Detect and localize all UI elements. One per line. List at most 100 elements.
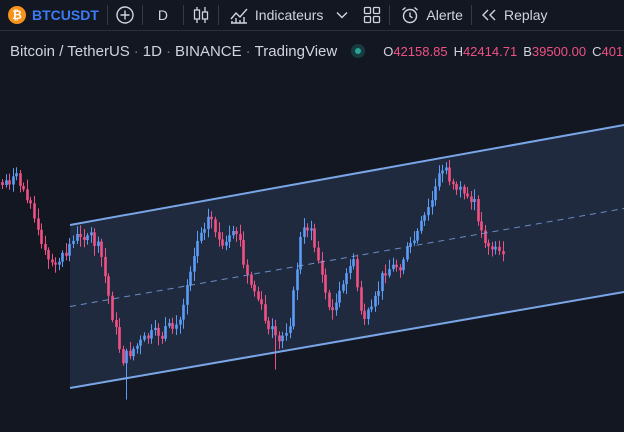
candle-body	[285, 333, 288, 336]
open-value: 42158.85	[393, 43, 448, 59]
candle-body	[122, 349, 125, 364]
candle-body	[278, 335, 281, 342]
candle-body	[193, 256, 196, 272]
candle-body	[136, 345, 139, 349]
legend-separator: ·	[133, 42, 139, 60]
indicators-icon	[230, 8, 248, 24]
toolbar-divider	[141, 5, 143, 25]
candle-body	[441, 170, 444, 174]
indicators-button[interactable]: Indicateurs	[219, 0, 329, 31]
legend-pair[interactable]: Bitcoin / TetherUS	[10, 42, 130, 60]
candle-body	[235, 231, 238, 234]
candle-body	[342, 284, 345, 291]
candle-body	[381, 273, 384, 292]
ohlc-values: O42158.85 H42414.71 B39500.00 C401	[383, 44, 623, 59]
replay-icon	[481, 9, 496, 21]
candle-body	[335, 302, 338, 311]
candle-body	[253, 284, 256, 292]
candle-body	[33, 203, 36, 219]
layout-button[interactable]	[355, 0, 389, 31]
candle-body	[8, 180, 11, 185]
candle-body	[207, 216, 210, 230]
candle-body	[420, 220, 423, 231]
candle-body	[175, 324, 178, 329]
candle-body	[271, 326, 274, 330]
candle-body	[267, 320, 270, 330]
candle-body	[452, 181, 455, 185]
candles-icon	[193, 7, 209, 23]
candle-body	[210, 216, 213, 220]
channel-lower-line	[69, 291, 624, 389]
candle-body	[225, 241, 228, 246]
candle-body	[171, 323, 174, 329]
candle-body	[360, 287, 363, 311]
bitcoin-icon: ₿	[8, 6, 26, 24]
candle-body	[406, 246, 409, 260]
candle-body	[157, 327, 160, 336]
candle-body	[232, 231, 235, 236]
chart-legend: Bitcoin / TetherUS · 1D · BINANCE · Trad…	[0, 38, 624, 64]
compare-button[interactable]	[108, 0, 142, 31]
candle-body	[15, 173, 18, 177]
candle-body	[491, 246, 494, 250]
candle-body	[168, 323, 171, 327]
candle-body	[154, 327, 157, 330]
candle-body	[189, 271, 192, 285]
candle-body	[79, 234, 82, 237]
candle-body	[161, 335, 164, 339]
price-chart[interactable]	[0, 66, 624, 432]
candle-body	[317, 247, 320, 261]
candle-body	[97, 241, 100, 246]
candle-body	[90, 232, 93, 236]
candle-body	[5, 180, 8, 185]
candle-body	[26, 189, 29, 201]
candle-body	[264, 304, 267, 321]
candle-body	[164, 326, 167, 339]
candle-body	[147, 335, 150, 339]
candle-body	[484, 230, 487, 243]
candle-body	[12, 176, 15, 185]
candle-body	[445, 167, 448, 171]
candle-body	[377, 291, 380, 296]
candle-body	[324, 274, 327, 293]
candle-body	[58, 261, 61, 265]
candle-body	[494, 246, 497, 250]
candle-body	[392, 264, 395, 270]
candle-body	[125, 350, 128, 364]
candle-body	[150, 330, 153, 339]
candle-body	[239, 234, 242, 240]
chevron-down-icon	[336, 12, 348, 19]
interval-button[interactable]: D	[143, 0, 183, 31]
candle-body	[434, 186, 437, 201]
channel-upper-line	[69, 124, 624, 226]
chart-type-button[interactable]	[184, 0, 218, 31]
candle-body	[395, 264, 398, 268]
candle-body	[477, 199, 480, 222]
market-status-icon[interactable]	[351, 44, 366, 58]
candle-body	[370, 306, 373, 310]
symbol-search-button[interactable]: ₿ BTCUSDT	[0, 0, 107, 31]
candle-body	[111, 295, 114, 320]
channel-median-line	[69, 208, 624, 307]
candle-body	[44, 243, 47, 251]
candle-body	[338, 290, 341, 303]
toolbar-divider	[389, 5, 391, 25]
candle-body	[242, 240, 245, 265]
candle-body	[47, 250, 50, 260]
candle-body	[65, 252, 68, 256]
replay-label: Replay	[503, 7, 548, 23]
legend-interval: 1D	[142, 42, 162, 60]
candle-body	[22, 186, 25, 190]
candle-body	[19, 173, 22, 186]
toolbar-divider	[470, 5, 472, 25]
candle-body	[473, 199, 476, 202]
alert-button[interactable]: Alerte	[390, 0, 471, 31]
indicators-dropdown-button[interactable]	[329, 0, 355, 31]
replay-button[interactable]: Replay	[472, 0, 554, 31]
open-key: O	[383, 43, 394, 59]
candle-body	[303, 227, 306, 237]
candle-body	[296, 269, 299, 291]
candle-body	[186, 285, 189, 305]
legend-exchange: BINANCE	[174, 42, 242, 60]
candle-body	[72, 240, 75, 244]
